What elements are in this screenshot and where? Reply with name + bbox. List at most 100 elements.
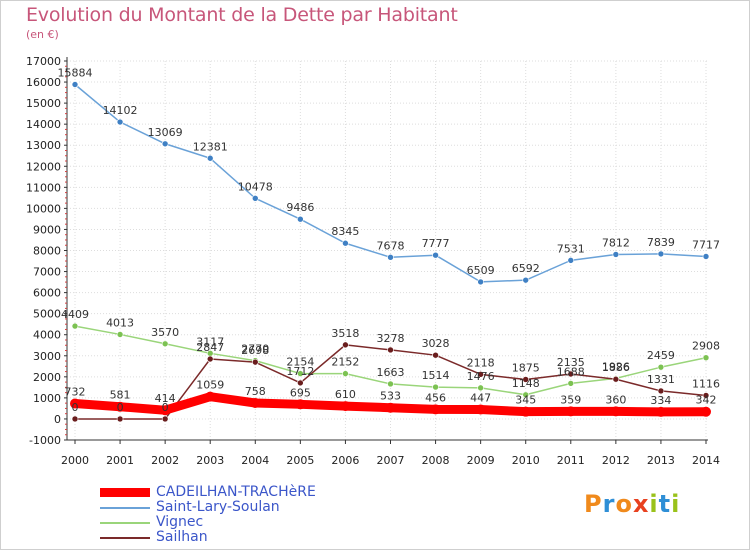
data-label-3: 0 [117, 401, 124, 414]
data-label-0: 695 [290, 386, 311, 399]
series-lines [70, 81, 711, 423]
x-tick-label: 2006 [331, 454, 359, 467]
data-point-3 [432, 351, 439, 359]
data-label-2: 2770 [241, 343, 269, 356]
data-point-0 [701, 406, 711, 417]
data-point-3 [161, 415, 169, 423]
legend-label-vignec: Vignec [156, 514, 204, 530]
chart-subtitle: (en €) [26, 28, 59, 41]
axes [66, 57, 708, 441]
data-point-3 [567, 370, 575, 378]
data-label-0: 414 [155, 392, 176, 405]
data-label-2: 2908 [692, 340, 720, 353]
y-tick-label: 14000 [26, 118, 61, 131]
y-tick-label: 4000 [33, 329, 61, 342]
x-tick-label: 2002 [151, 454, 179, 467]
logo-letter: o [615, 490, 633, 518]
x-tick-label: 2001 [106, 454, 134, 467]
data-point-2 [522, 391, 530, 399]
data-label-2: 2459 [647, 349, 675, 362]
data-point-1 [251, 195, 259, 202]
data-label-2: 2152 [331, 356, 359, 369]
data-point-1 [342, 239, 349, 247]
data-point-0 [295, 399, 306, 410]
data-point-3 [116, 415, 124, 423]
data-label-2: 4013 [106, 316, 134, 329]
data-point-1 [657, 250, 665, 258]
data-point-0 [475, 404, 486, 415]
y-tick-label: 16000 [26, 76, 61, 89]
data-point-0 [385, 402, 396, 413]
data-label-3: 2135 [557, 356, 585, 369]
data-label-2: 1688 [557, 365, 585, 378]
data-label-1: 15884 [58, 66, 93, 79]
data-label-1: 10478 [238, 180, 273, 193]
data-point-3 [522, 376, 530, 383]
data-label-3: 3278 [377, 332, 405, 345]
x-tick-label: 2010 [512, 454, 540, 467]
data-label-3: 2118 [467, 356, 495, 369]
x-tick-label: 2008 [422, 454, 450, 467]
data-point-0 [565, 406, 576, 417]
data-label-0: 456 [425, 391, 446, 404]
legend-swatch-vignec [100, 522, 150, 524]
logo-letter: P [584, 490, 603, 518]
data-label-1: 13069 [148, 126, 183, 139]
data-point-2 [71, 322, 79, 330]
data-label-1: 6592 [512, 262, 540, 275]
data-point-3 [206, 355, 214, 363]
grid-lines [67, 60, 708, 441]
data-point-2 [477, 384, 484, 392]
data-point-1 [432, 251, 439, 259]
chart-title: Evolution du Montant de la Dette par Hab… [26, 4, 458, 26]
data-label-2: 1476 [467, 370, 495, 383]
x-tick-label: 2007 [377, 454, 405, 467]
data-label-0: 610 [335, 388, 356, 401]
data-label-3: 1116 [692, 377, 720, 390]
data-label-1: 7777 [422, 237, 450, 250]
data-label-1: 9486 [286, 201, 314, 214]
data-label-1: 7678 [377, 239, 405, 252]
y-tick-label: 15000 [26, 97, 61, 110]
proxiti-logo: Proxiti [584, 490, 680, 518]
data-label-0: 732 [65, 386, 86, 399]
data-point-1 [116, 118, 124, 126]
x-tick-label: 2003 [196, 454, 224, 467]
data-label-2: 3117 [196, 335, 224, 348]
y-tick-label: 0 [54, 413, 61, 426]
data-point-2 [297, 370, 304, 377]
data-point-2 [657, 363, 665, 371]
data-label-3: 1886 [602, 361, 630, 374]
logo-letter: i [671, 490, 681, 518]
x-tick-label: 2005 [286, 454, 314, 467]
data-point-2 [387, 380, 394, 388]
x-tick-label: 2012 [602, 454, 630, 467]
data-point-3 [297, 379, 304, 387]
legend-label-cadeilhan: CADEILHAN-TRACHèRE [156, 484, 316, 500]
y-tick-label: 5000 [33, 308, 61, 321]
data-label-3: 1875 [512, 361, 540, 374]
data-label-1: 7717 [692, 238, 720, 251]
data-label-1: 14102 [103, 104, 138, 117]
data-label-3: 3518 [331, 327, 359, 340]
data-point-0 [430, 404, 441, 415]
data-label-0: 334 [650, 394, 671, 407]
data-point-3 [71, 415, 79, 423]
data-point-1 [387, 253, 394, 261]
data-label-0: 359 [560, 393, 581, 406]
data-point-1 [206, 154, 214, 162]
x-axis-ticks: 2000 2001 2002 2003 2004 2005 2006 2007 2008 2009… [61, 440, 720, 467]
legend: CADEILHAN-TRACHèRE Saint-Lary-Soulan Vig… [100, 485, 460, 545]
legend-label-sailhan: Sailhan [156, 529, 208, 545]
data-label-0: 342 [696, 394, 717, 407]
data-point-2 [116, 331, 124, 338]
data-point-1 [522, 276, 530, 284]
data-label-3: 2698 [241, 344, 269, 357]
y-tick-label: 10000 [26, 202, 61, 215]
y-tick-label: 8000 [33, 245, 61, 258]
data-label-2: 1663 [377, 366, 405, 379]
data-point-3 [657, 387, 665, 395]
data-point-1 [161, 140, 169, 148]
data-label-3: 0 [162, 401, 169, 414]
